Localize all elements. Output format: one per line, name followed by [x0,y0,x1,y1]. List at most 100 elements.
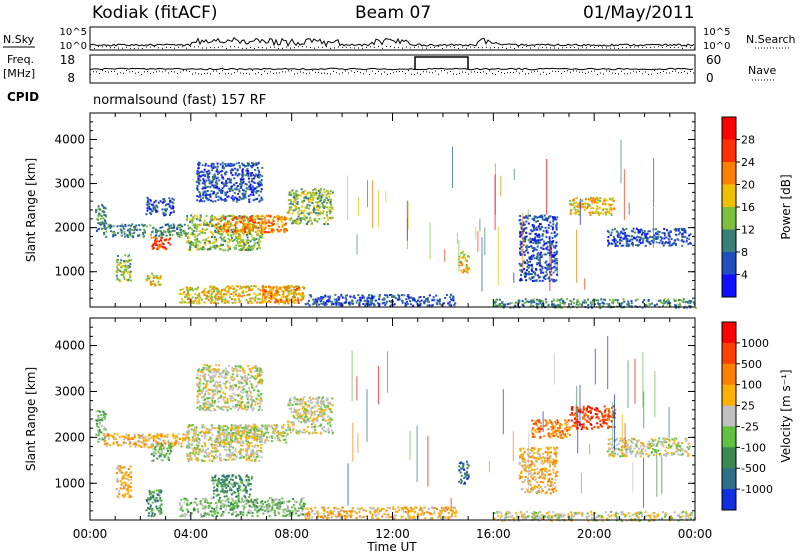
range-cell [358,302,361,305]
range-cell [675,304,678,307]
range-cell [229,231,232,234]
range-cell [280,299,283,302]
nave-dot [489,70,490,72]
range-cell [212,245,215,248]
range-cell [308,213,310,216]
range-cell [188,445,191,448]
range-cell [259,301,262,304]
freq-tick-top: 18 [60,53,75,67]
range-cell [227,288,230,291]
range-cell [199,214,202,217]
nave-dot [228,72,229,74]
range-cell [258,235,261,238]
range-cell [229,450,231,453]
range-cell [328,208,331,211]
range-cell [214,238,216,240]
range-cell [622,229,625,231]
range-cell [250,235,253,238]
range-cell [255,294,258,297]
range-cell [537,239,540,242]
range-cell [327,295,330,298]
range-cell [444,297,447,299]
range-cell [301,205,304,208]
range-cell [127,278,130,281]
range-cell [119,466,122,469]
range-cell [234,173,237,176]
range-cell [519,277,522,280]
range-cell [95,211,98,214]
range-cell [239,215,242,218]
nave-dot [546,73,547,75]
nave-dot [117,73,118,75]
streak [429,222,431,260]
range-cell [151,245,154,248]
range-cell [544,261,547,264]
range-cell [643,230,646,233]
range-cell [646,239,649,242]
range-cell [200,170,203,173]
range-cell [184,293,187,296]
range-cell [160,511,163,514]
range-cell [155,229,158,232]
range-cell [330,217,333,220]
range-cell [245,187,248,190]
range-cell [316,204,319,207]
range-cell [274,292,277,295]
range-cell [251,180,254,183]
range-cell [668,233,671,236]
range-cell [260,430,263,433]
range-cell [325,193,328,196]
range-cell [667,238,670,241]
range-cell [365,302,368,305]
range-cell [153,454,156,457]
range-cell [139,436,142,439]
range-cell [301,293,304,295]
streak [497,226,499,286]
range-cell [124,477,127,480]
range-cell [273,216,276,218]
range-cell [196,170,199,173]
range-cell [240,295,243,298]
range-cell [337,298,340,301]
nsearch-dot [474,46,475,48]
range-cell [602,212,605,215]
nave-dot [138,71,139,73]
range-cell [527,264,530,267]
range-cell [248,287,251,290]
range-cell [227,178,229,180]
range-cell [187,224,190,227]
range-cell [659,299,662,302]
range-cell [234,301,237,304]
nave-dot [303,72,304,74]
nave-dot [630,72,631,74]
range-cell [601,202,604,205]
range-cell [109,444,112,447]
range-cell [232,454,235,457]
range-cell [161,201,164,204]
range-cell [285,300,288,303]
range-cell [316,214,319,217]
nave-dot [405,73,406,75]
range-cell [210,424,213,427]
range-cell [159,491,162,494]
range-cell [417,304,420,307]
range-cell [150,208,153,211]
nave-dot [135,72,136,74]
nsearch-dot [150,46,151,48]
range-cell [239,452,242,455]
range-cell [253,218,256,221]
range-cell [123,496,126,498]
range-cell [236,441,239,444]
range-cell [234,235,237,238]
nsearch-dot [466,47,467,49]
range-cell [118,443,121,446]
range-cell [542,218,545,221]
range-cell [237,217,240,220]
range-cell [275,299,278,302]
nave-dot [516,70,517,72]
range-cell [243,164,245,166]
range-cell [160,245,163,248]
range-cell [150,203,153,206]
range-cell [598,206,601,209]
range-cell [159,507,162,510]
